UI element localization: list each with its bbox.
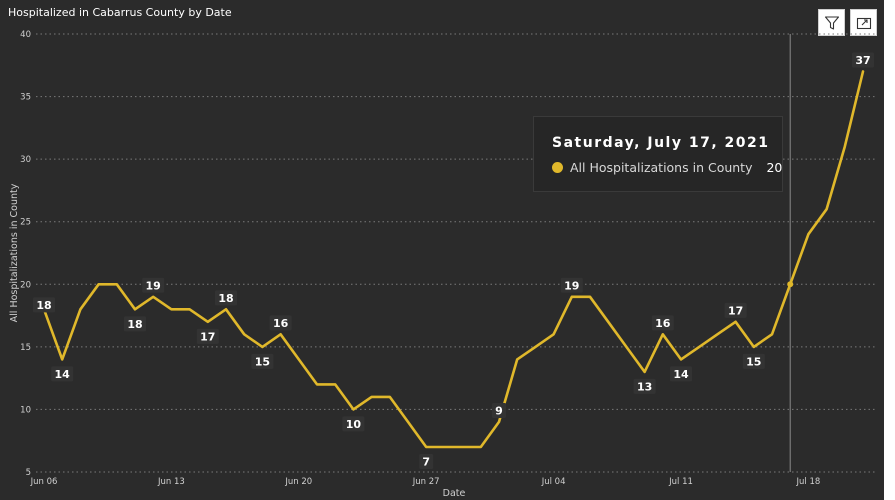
y-tick-label: 40 <box>20 30 31 40</box>
tooltip-row: All Hospitalizations in County 20 <box>552 158 782 176</box>
data-label-box <box>852 52 874 68</box>
data-label-box <box>670 366 692 382</box>
data-label-box <box>651 315 674 331</box>
data-label-box <box>124 316 146 332</box>
data-label: 10 <box>346 418 362 431</box>
focus-mode-icon <box>856 17 871 29</box>
tooltip: Saturday, July 17, 2021 All Hospitalizat… <box>533 116 783 192</box>
data-label: 18 <box>127 318 142 331</box>
data-label: 19 <box>146 279 161 292</box>
series-line <box>42 70 865 449</box>
data-label-box <box>251 353 274 369</box>
data-label-box <box>492 402 506 418</box>
data-label-box <box>633 378 656 394</box>
data-label-box <box>51 366 74 382</box>
data-label: 15 <box>255 355 270 368</box>
x-tick-label: Jun 13 <box>157 477 185 487</box>
data-label: 16 <box>655 317 671 330</box>
data-label: 17 <box>200 330 215 343</box>
x-tick-label: Jun 27 <box>412 477 440 487</box>
tooltip-series-label: All Hospitalizations in County <box>570 159 753 175</box>
data-label: 14 <box>55 368 71 381</box>
filter-button[interactable] <box>818 9 845 36</box>
x-tick-label: Jun 06 <box>30 477 58 487</box>
data-label: 18 <box>218 292 233 305</box>
y-axis-title: All Hospitalizations in County <box>9 183 20 322</box>
x-tick-label: Jul 11 <box>668 477 693 487</box>
data-label: 17 <box>728 304 743 317</box>
data-label-box <box>269 315 292 331</box>
y-tick-label: 5 <box>26 468 31 478</box>
y-tick-label: 20 <box>20 280 31 290</box>
data-label: 18 <box>36 299 51 312</box>
tooltip-date: Saturday, July 17, 2021 <box>552 135 770 151</box>
y-tick-label: 30 <box>20 155 31 165</box>
series-dot-icon <box>552 161 563 173</box>
data-label: 7 <box>422 455 430 468</box>
data-label: 13 <box>637 380 652 393</box>
y-tick-label: 25 <box>20 218 31 228</box>
data-label: 16 <box>273 317 289 330</box>
y-tick-label: 15 <box>20 343 31 353</box>
data-label-box <box>724 302 747 318</box>
y-tick-label: 10 <box>20 405 31 415</box>
x-tick-label: Jul 18 <box>796 477 821 487</box>
y-tick-label: 35 <box>20 93 31 103</box>
focus-mode-button[interactable] <box>850 9 877 36</box>
data-label: 9 <box>495 404 503 417</box>
data-label-box <box>33 297 55 313</box>
data-label-box <box>215 290 237 306</box>
x-tick-label: Jun 20 <box>284 477 312 487</box>
tooltip-value: 20 <box>766 159 783 175</box>
data-label-box <box>742 353 765 369</box>
data-label-box <box>419 453 434 469</box>
data-label-box <box>142 277 165 293</box>
data-label-box <box>196 328 219 344</box>
data-label-box <box>560 277 583 293</box>
data-label: 14 <box>673 368 689 381</box>
filter-icon <box>824 15 839 30</box>
chart-title: Hospitalized in Cabarrus County by Date <box>8 6 232 19</box>
data-label-box <box>342 416 365 432</box>
x-tick-label: Jul 04 <box>541 477 566 487</box>
x-axis-title: Date <box>443 488 466 499</box>
data-label: 37 <box>855 54 870 67</box>
data-label: 15 <box>746 355 761 368</box>
hover-point <box>787 281 794 288</box>
data-label: 19 <box>564 279 579 292</box>
